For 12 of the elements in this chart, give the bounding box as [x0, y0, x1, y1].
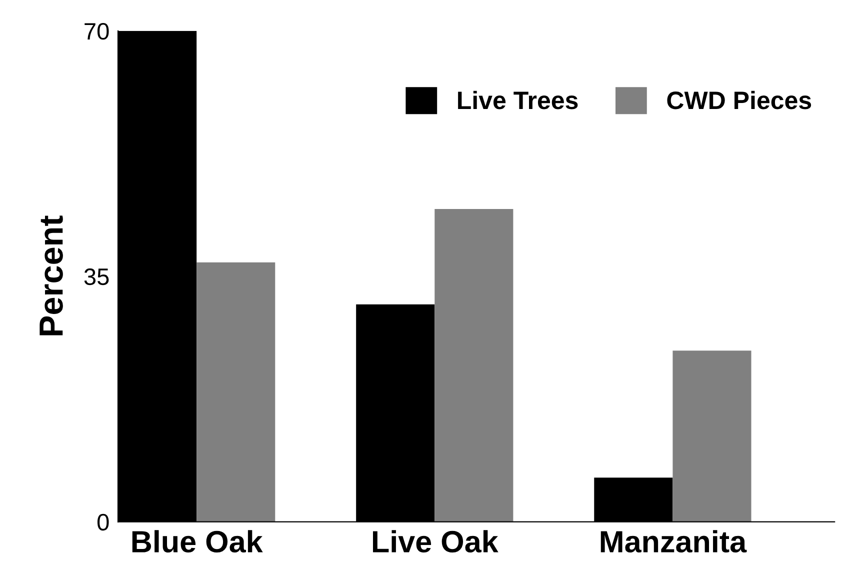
legend-label: Live Trees	[458, 90, 578, 110]
bar	[434, 209, 514, 522]
y-tick-label: 35	[84, 268, 109, 286]
bar	[196, 262, 276, 522]
legend-label: CWD Pieces	[667, 90, 812, 110]
y-tick-label: 70	[84, 22, 109, 40]
x-tick-label: Blue Oak	[132, 530, 263, 553]
x-tick-label: Live Oak	[372, 530, 498, 553]
x-tick-label: Manzanita	[600, 530, 747, 553]
bar	[672, 350, 752, 522]
y-axis-title: Percent	[40, 216, 63, 336]
y-tick-label: 0	[97, 514, 109, 531]
